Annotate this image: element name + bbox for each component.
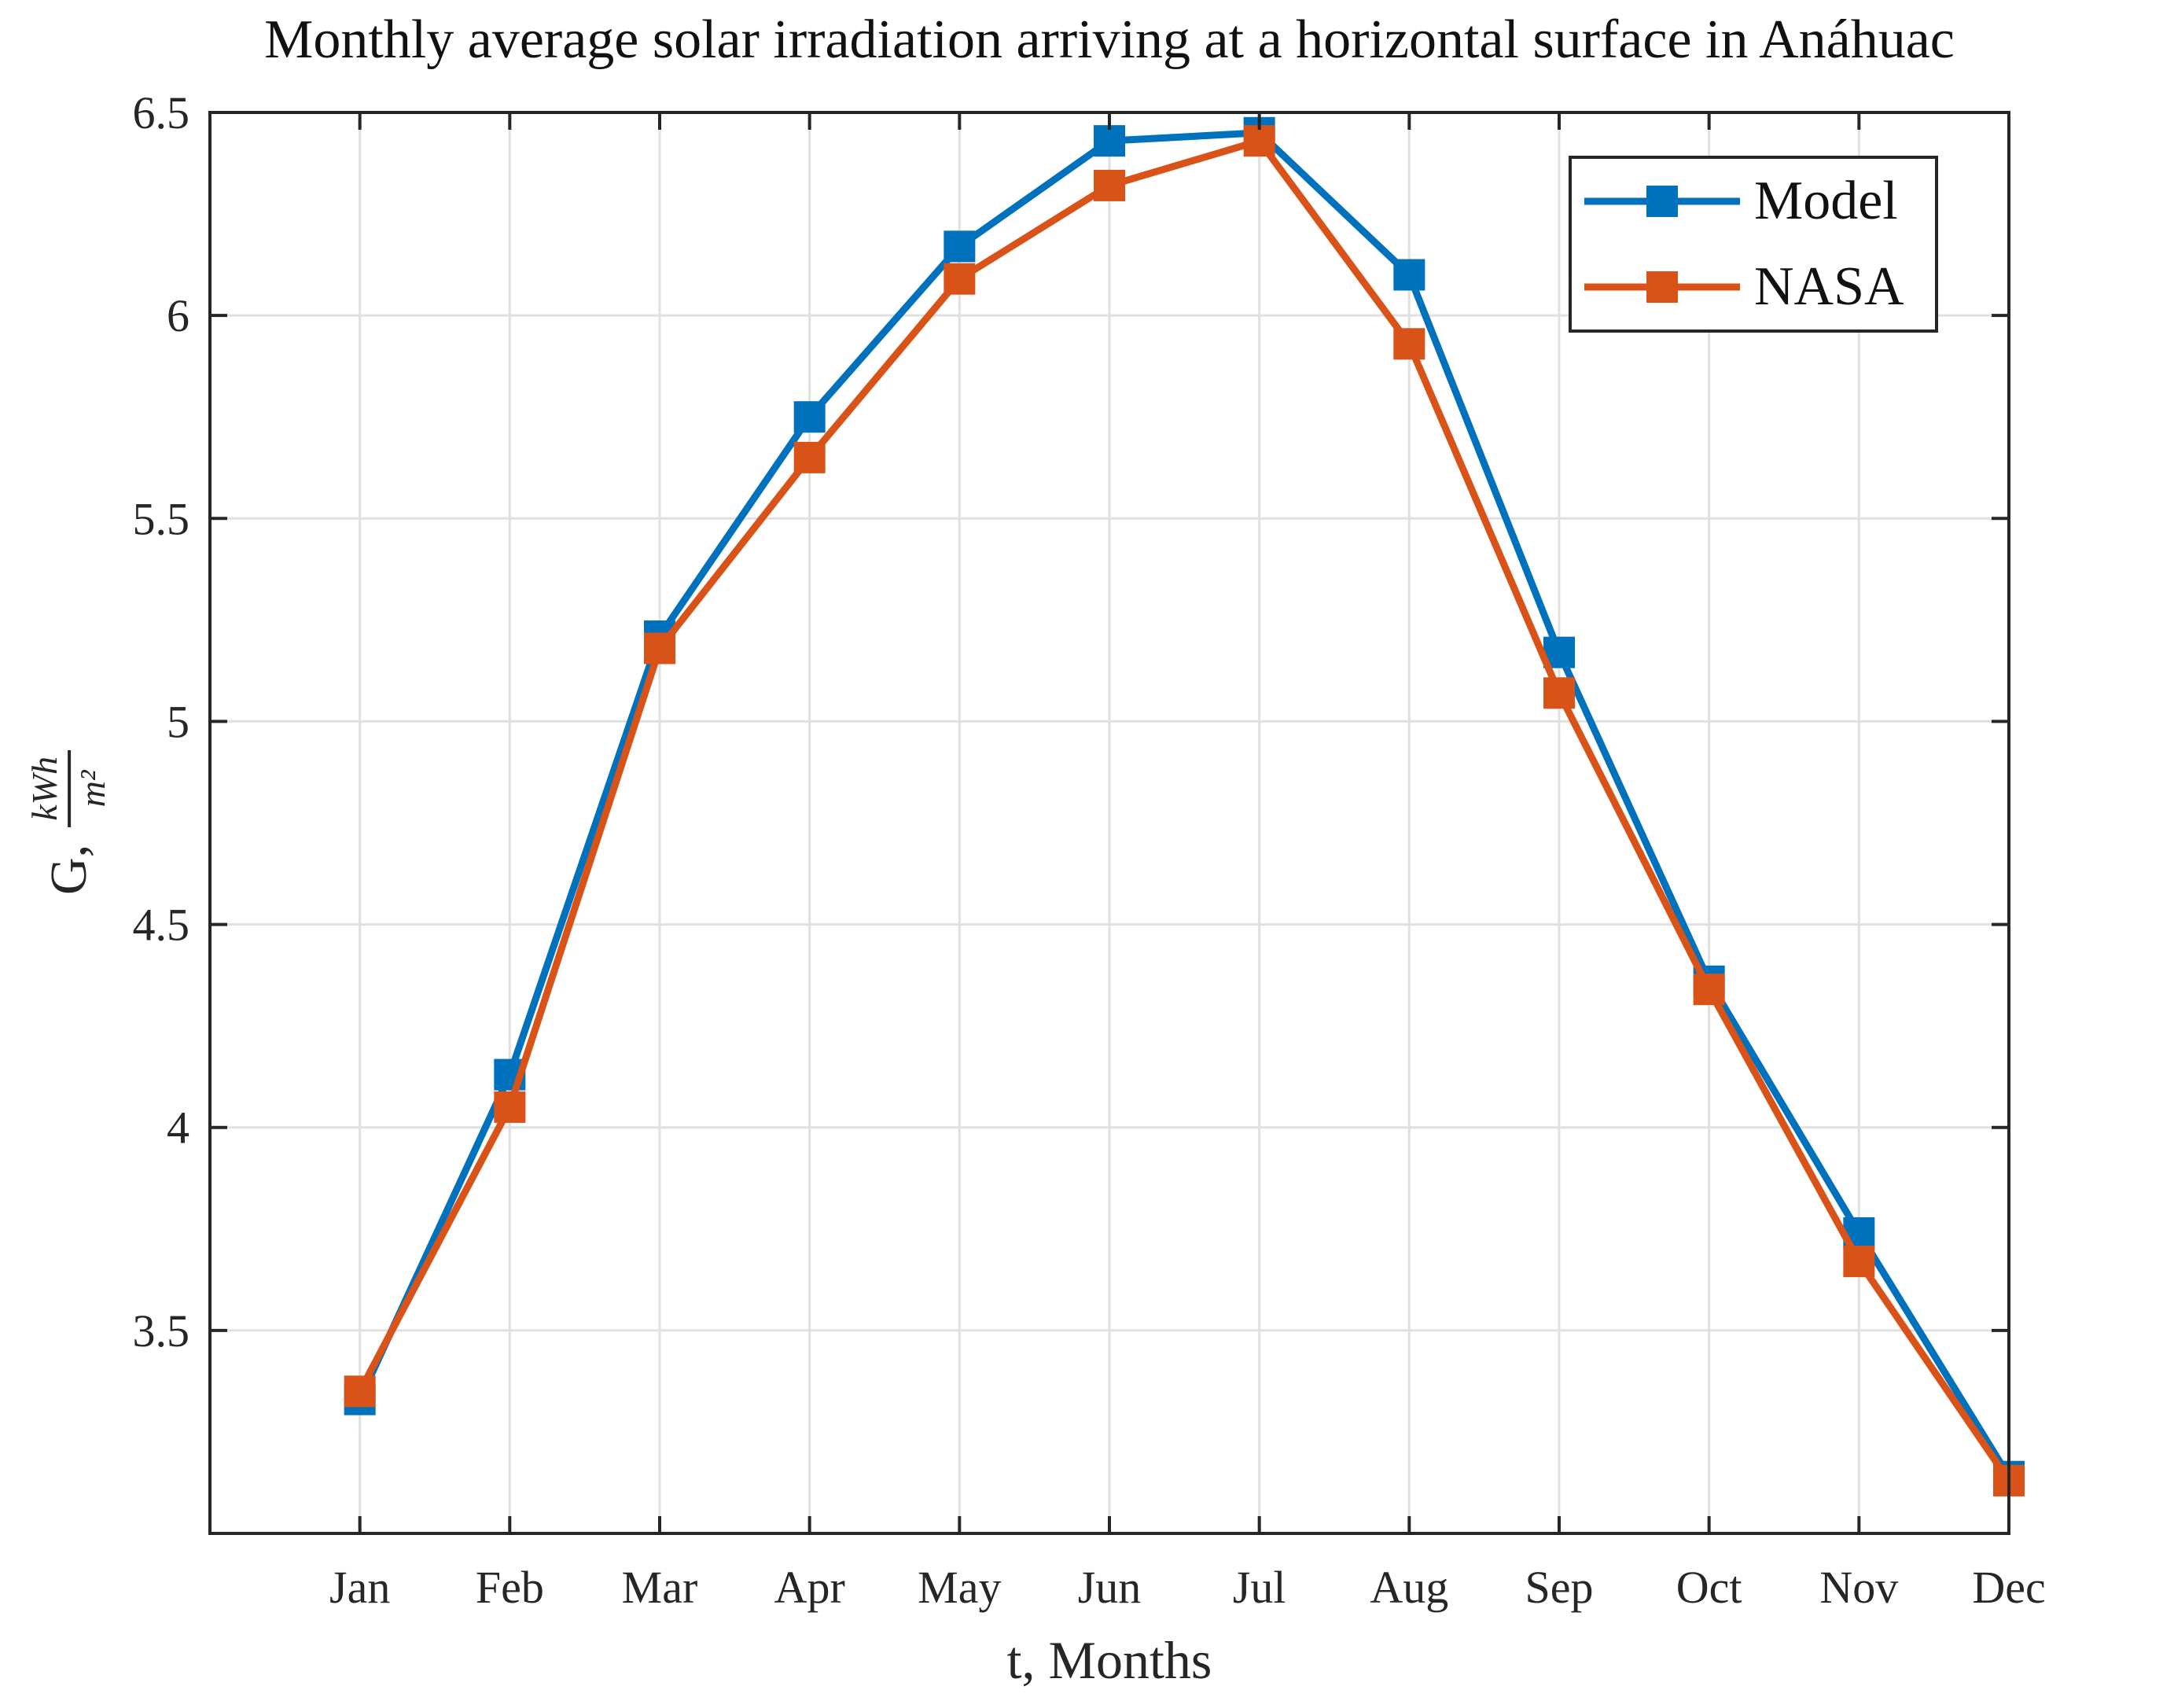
marker-nasa-may	[944, 263, 976, 295]
marker-nasa-jun	[1094, 169, 1125, 201]
marker-nasa-jul	[1243, 125, 1275, 157]
y-tick-label-6: 6	[167, 290, 189, 341]
legend-item-model: Model	[1584, 174, 1935, 229]
y-tick-label-6.5: 6.5	[133, 87, 190, 138]
tick-marks	[210, 111, 2010, 1533]
marker-nasa-apr	[793, 441, 826, 473]
legend-label-nasa: NASA	[1754, 256, 1904, 317]
x-tick-label-dec: Dec	[1972, 1562, 2045, 1613]
y-tick-label-4.5: 4.5	[133, 900, 190, 951]
series-model-line	[356, 129, 2012, 1479]
x-tick-label-jun: Jun	[1078, 1562, 1142, 1613]
marker-nasa-mar	[644, 632, 675, 664]
x-tick-label-sep: Sep	[1525, 1562, 1594, 1613]
x-tick-label-mar: Mar	[622, 1562, 698, 1613]
marker-nasa-nov	[1843, 1246, 1875, 1278]
x-axis-label: t, Months	[1006, 1630, 1212, 1690]
y-tick-labels: 3.5 4 4.5 5 5.5 6 6.5	[133, 87, 190, 1356]
y-tick-label-5: 5	[167, 696, 189, 747]
marker-model-apr	[793, 401, 826, 433]
y-tick-label-5.5: 5.5	[133, 493, 190, 544]
x-tick-label-oct: Oct	[1676, 1562, 1742, 1613]
x-tick-label-may: May	[918, 1562, 1001, 1613]
y-axis-label-prefix: G,	[40, 844, 97, 895]
legend-item-nasa: NASA	[1584, 256, 1935, 317]
x-tick-labels: Jan Feb Mar Apr May Jun Jul Aug Sep Oct Nov Dec	[329, 1562, 2046, 1613]
marker-nasa-sep	[1543, 677, 1575, 709]
marker-nasa-oct	[1693, 974, 1725, 1006]
marker-model-may	[944, 230, 976, 263]
marker-model-jun	[1094, 125, 1125, 157]
marker-model-aug	[1393, 259, 1425, 291]
legend-label-model: Model	[1754, 171, 1898, 232]
y-axis-label-numerator: kWh	[24, 750, 71, 827]
y-axis-label-fraction: kWh m²	[24, 750, 114, 827]
chart-title: Monthly average solar irradiation arrivi…	[264, 9, 1955, 70]
x-tick-label-aug: Aug	[1370, 1562, 1448, 1613]
x-tick-label-nov: Nov	[1819, 1562, 1898, 1613]
marker-nasa-jan	[344, 1375, 376, 1408]
marker-nasa-feb	[494, 1091, 526, 1123]
legend-square-marker-nasa-icon	[1646, 271, 1678, 303]
y-tick-label-4: 4	[167, 1102, 189, 1154]
x-tick-label-apr: Apr	[774, 1562, 845, 1613]
x-tick-label-jan: Jan	[329, 1562, 390, 1613]
x-tick-label-feb: Feb	[476, 1562, 544, 1613]
legend: Model NASA	[1569, 156, 1938, 333]
x-tick-label-jul: Jul	[1233, 1562, 1286, 1613]
y-tick-label-3.5: 3.5	[133, 1305, 190, 1356]
y-axis-label: G, kWh m²	[24, 750, 114, 895]
marker-nasa-aug	[1393, 328, 1425, 360]
legend-sample-model	[1584, 183, 1740, 219]
legend-sample-nasa	[1584, 269, 1740, 305]
series-nasa-line	[356, 137, 2012, 1483]
y-axis-label-denominator: m²	[72, 770, 112, 808]
legend-square-marker-model-icon	[1646, 186, 1678, 218]
